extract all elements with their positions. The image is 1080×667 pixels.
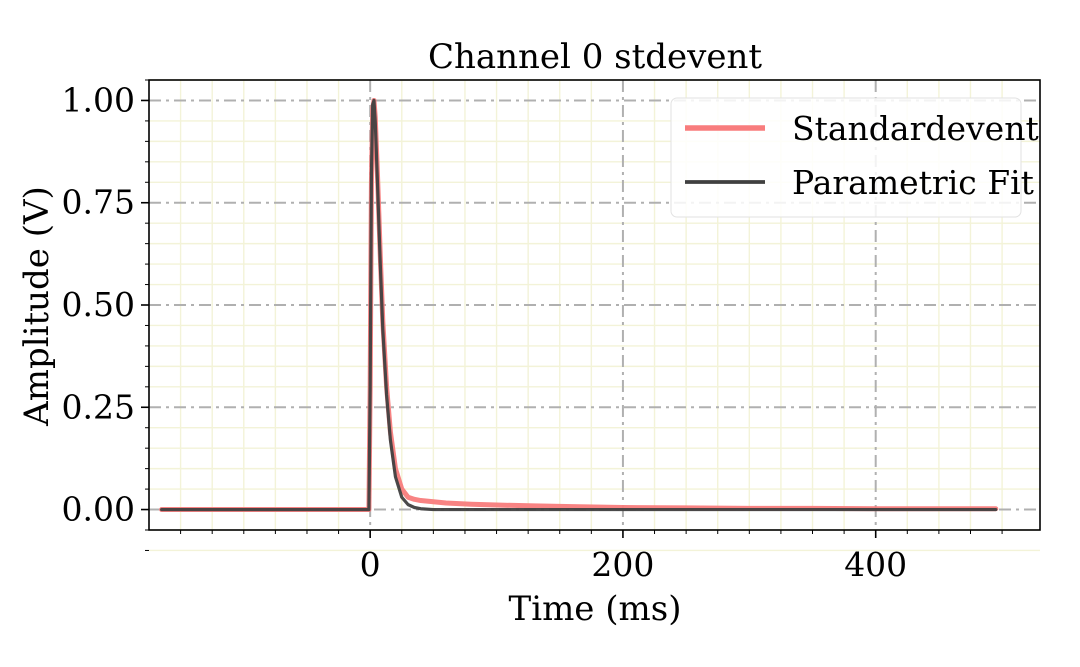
chart-title: Channel 0 stdevent [428,37,762,77]
series-line-parametric-fit [160,98,998,512]
legend-label-1: Parametric Fit [792,163,1034,202]
y-tick-label: 0.00 [62,490,135,529]
legend-label-0: Standardevent [792,109,1039,148]
y-tick-label: 1.00 [62,80,135,119]
axis-ticks: 0 200 400 0.00 0.25 0.50 0.75 1.00 [62,79,1003,584]
series-layer [159,97,999,513]
x-tick-label: 200 [591,545,654,584]
y-tick-label: 0.75 [62,183,135,222]
y-axis-label: Amplitude (V) [17,186,57,427]
y-tick-label: 0.50 [62,285,135,324]
x-tick-label: 400 [844,545,907,584]
y-tick-label: 0.25 [62,387,135,426]
legend: Standardevent Parametric Fit [670,97,1039,218]
x-tick-label: 0 [360,545,381,584]
x-axis-label: Time (ms) [509,589,682,629]
